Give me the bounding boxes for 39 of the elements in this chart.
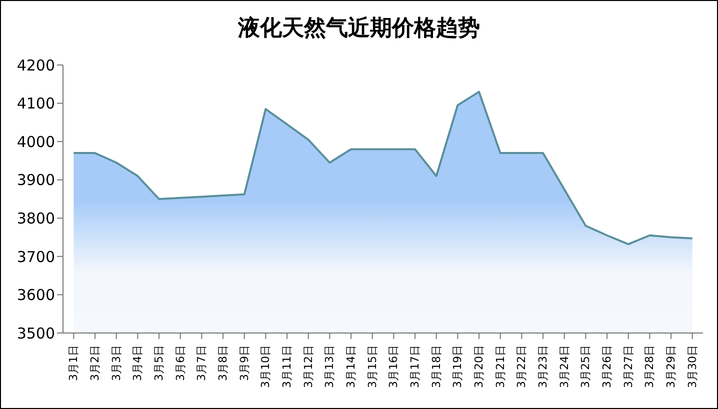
x-tick-label: 3月4日 [131,345,144,381]
x-tick-label: 3月28日 [643,345,656,388]
x-tick-label: 3月6日 [174,345,187,381]
x-tick-label: 3月3日 [110,345,123,381]
y-tick-label: 3600 [16,286,55,304]
x-tick-label: 3月20日 [472,345,486,388]
x-tick-label: 3月13日 [323,345,336,388]
x-tick-label: 3月18日 [430,345,443,388]
x-tick-label: 3月16日 [387,345,400,388]
x-tick-label: 3月2日 [88,345,102,381]
y-tick-label: 3700 [16,248,55,266]
x-tick-label: 3月25日 [579,345,592,388]
y-tick-label: 4100 [16,94,55,113]
x-tick-label: 3月14日 [344,345,358,388]
x-tick-label: 3月26日 [600,345,614,388]
x-tick-label: 3月30日 [686,345,699,388]
x-tick-label: 3月29日 [664,345,678,388]
x-tick-label: 3月8日 [216,345,230,381]
x-tick-label: 3月10日 [259,345,272,388]
x-tick-label: 3月19日 [451,345,464,388]
x-tick-label: 3月21日 [494,345,507,388]
x-tick-label: 3月5日 [152,345,166,381]
x-tick-label: 3月11日 [280,345,294,388]
chart-title: 液化天然气近期价格趋势 [236,15,481,43]
x-tick-label: 3月22日 [515,345,528,388]
x-tick-label: 3月15日 [366,345,379,388]
x-tick-label: 3月24日 [558,345,571,388]
x-tick-label: 3月1日 [67,345,80,381]
x-tick-label: 3月17日 [408,345,422,388]
y-tick-label: 4000 [16,132,55,151]
x-tick-label: 3月7日 [195,345,208,381]
x-tick-label: 3月23日 [536,345,550,388]
y-tick-label: 3800 [16,209,55,228]
x-tick-label: 3月12日 [302,345,315,388]
y-tick-label: 3500 [16,324,55,342]
x-tick-label: 3月27日 [622,345,635,388]
y-tick-label: 4200 [16,56,55,74]
x-tick-label: 3月9日 [238,345,251,381]
y-tick-label: 3900 [16,171,55,190]
